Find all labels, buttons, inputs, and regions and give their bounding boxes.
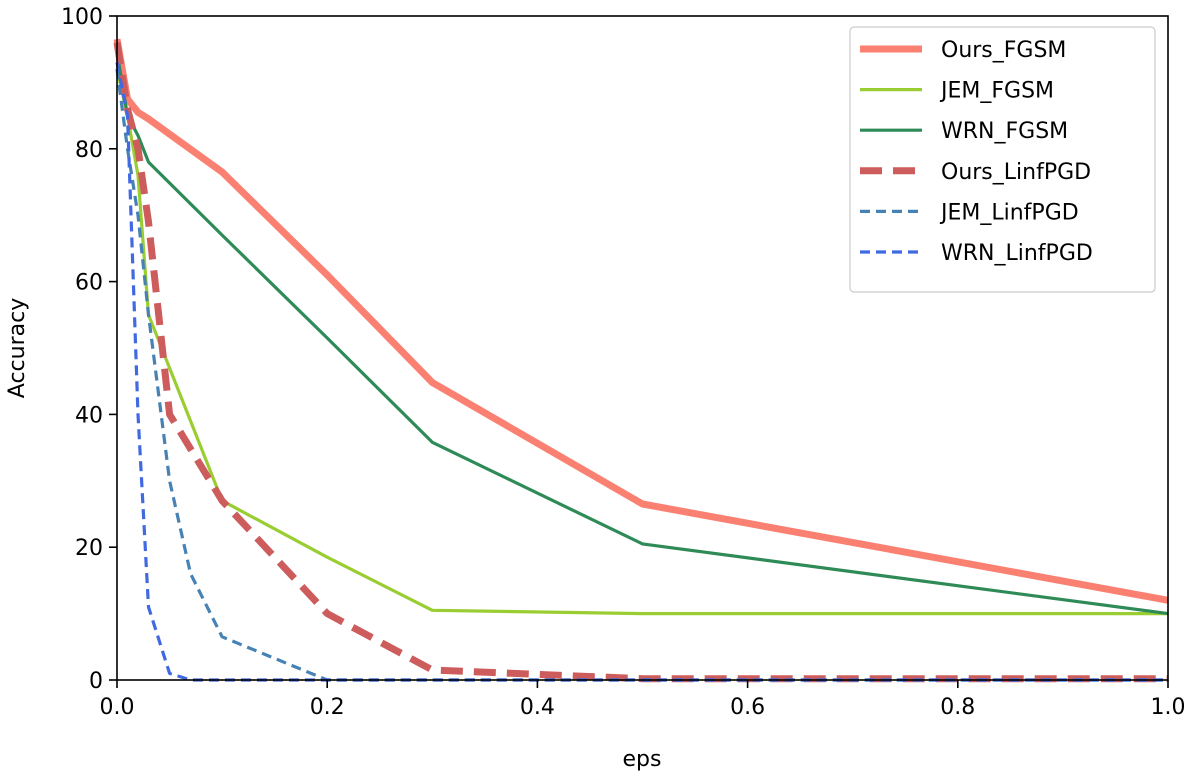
x-tick-label: 0.6 — [730, 695, 765, 720]
series-line-ours-fgsm — [113, 38, 1169, 604]
plot-frame — [116, 15, 1169, 681]
legend-label: Ours_LinfPGD — [941, 160, 1091, 185]
y-axis-ticks: 0 20 40 60 80 100 — [61, 5, 117, 694]
x-tick-label: 0.0 — [100, 695, 135, 720]
y-tick-label: 40 — [75, 403, 103, 428]
x-axis-label: eps — [623, 747, 662, 772]
x-tick-label: 1.0 — [1151, 695, 1186, 720]
x-tick-label: 0.4 — [520, 695, 555, 720]
y-tick-label: 0 — [89, 669, 103, 694]
y-tick-label: 100 — [61, 5, 103, 30]
legend-label: WRN_LinfPGD — [941, 241, 1093, 266]
y-tick-label: 20 — [75, 536, 103, 561]
y-axis-label: Accuracy — [5, 298, 30, 398]
legend-label: WRN_FGSM — [941, 119, 1068, 144]
legend-label: JEM_LinfPGD — [939, 200, 1079, 225]
y-tick-label: 80 — [75, 138, 103, 163]
x-axis-ticks: 0.0 0.2 0.4 0.6 0.8 1.0 — [100, 680, 1186, 720]
legend-label: JEM_FGSM — [939, 79, 1054, 104]
legend: Ours_FGSM JEM_FGSM WRN_FGSM Ours_LinfPGD JEM… — [849, 26, 1156, 293]
x-tick-label: 0.2 — [310, 695, 345, 720]
x-tick-label: 0.8 — [940, 695, 975, 720]
series-line-ours-linfpgd — [113, 42, 1168, 683]
legend-label: Ours_FGSM — [941, 38, 1066, 63]
legend-box — [849, 26, 1156, 293]
y-tick-label: 60 — [75, 271, 103, 296]
